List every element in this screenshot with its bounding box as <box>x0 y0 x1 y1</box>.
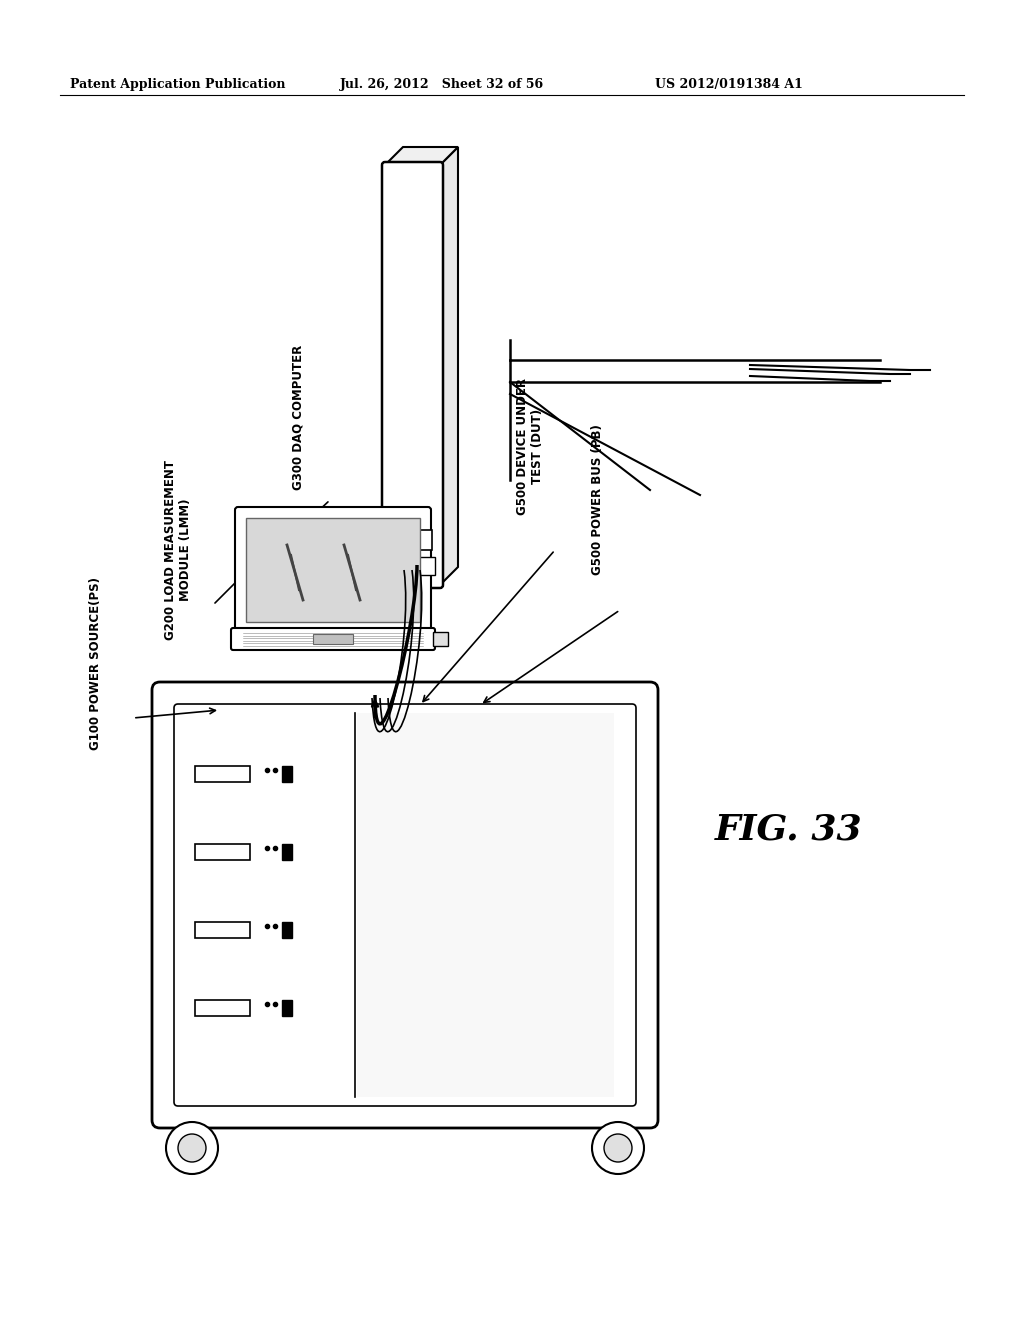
Bar <box>357 713 614 1097</box>
Bar <box>195 843 250 861</box>
Text: G500 DEVICE UNDER
TEST (DUT): G500 DEVICE UNDER TEST (DUT) <box>516 378 544 515</box>
FancyBboxPatch shape <box>382 162 443 587</box>
Bar <box>313 634 353 644</box>
Bar <box>433 632 449 645</box>
Text: G300 DAQ COMPUTER: G300 DAQ COMPUTER <box>292 345 304 490</box>
Text: G100 POWER SOURCE(PS): G100 POWER SOURCE(PS) <box>88 577 101 750</box>
Bar <box>282 843 292 861</box>
FancyBboxPatch shape <box>152 682 658 1129</box>
Bar <box>246 517 420 622</box>
FancyBboxPatch shape <box>174 704 636 1106</box>
Text: Jul. 26, 2012   Sheet 32 of 56: Jul. 26, 2012 Sheet 32 of 56 <box>340 78 544 91</box>
Polygon shape <box>440 147 458 585</box>
Bar <box>195 1001 250 1016</box>
FancyBboxPatch shape <box>234 507 431 634</box>
Bar <box>390 557 435 576</box>
Bar <box>282 1001 292 1016</box>
Text: G500 POWER BUS (PB): G500 POWER BUS (PB) <box>592 424 604 576</box>
Text: G400 STANDARD
DATA BUS (SDB): G400 STANDARD DATA BUS (SDB) <box>418 174 446 285</box>
Bar <box>195 921 250 939</box>
Text: FIG. 33: FIG. 33 <box>715 813 862 847</box>
Circle shape <box>592 1122 644 1173</box>
Circle shape <box>178 1134 206 1162</box>
Circle shape <box>604 1134 632 1162</box>
Bar <box>393 531 432 550</box>
Text: US 2012/0191384 A1: US 2012/0191384 A1 <box>655 78 803 91</box>
Bar <box>282 766 292 781</box>
Polygon shape <box>385 147 458 165</box>
Bar <box>282 921 292 939</box>
FancyBboxPatch shape <box>231 628 435 649</box>
Bar <box>195 766 250 781</box>
Circle shape <box>166 1122 218 1173</box>
Text: Patent Application Publication: Patent Application Publication <box>70 78 286 91</box>
Text: G200 LOAD MEASUREMENT
MODULE (LMM): G200 LOAD MEASUREMENT MODULE (LMM) <box>164 459 193 640</box>
